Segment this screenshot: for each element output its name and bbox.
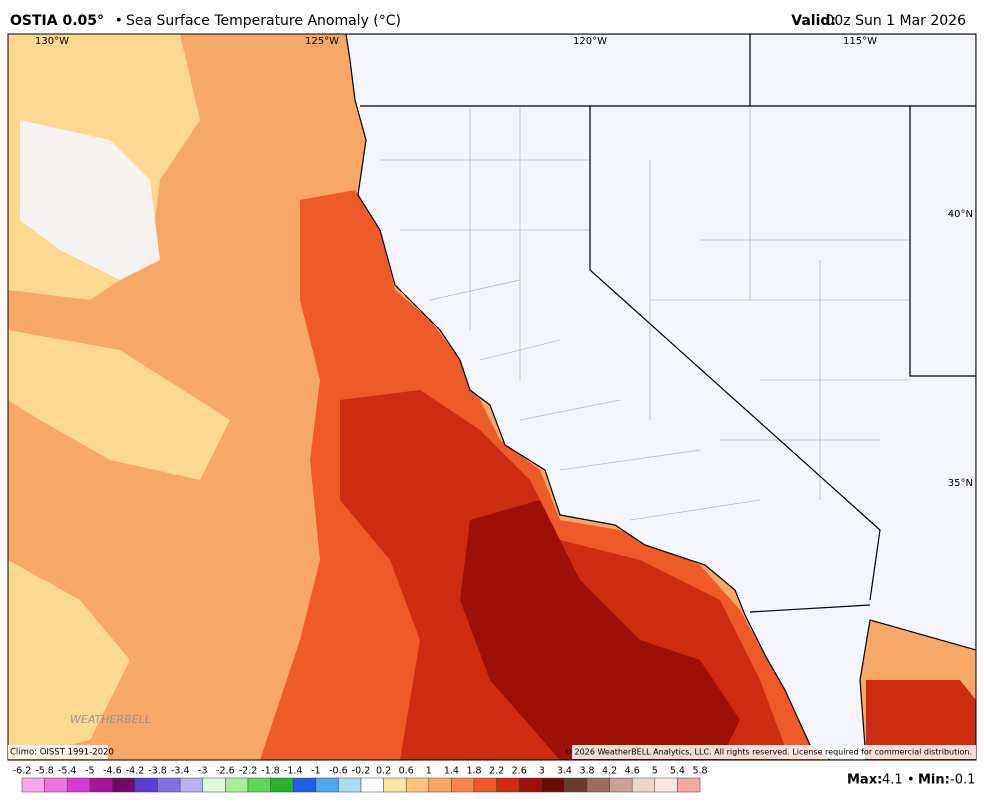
lon-label: 130°W: [35, 36, 69, 47]
copyright: © 2026 WeatherBELL Analytics, LLC. All r…: [564, 748, 972, 757]
product: OSTIA 0.05°: [10, 13, 104, 29]
color-swatch: [134, 777, 158, 793]
state-borders: [360, 34, 976, 613]
colorbar-label: 0.6: [399, 766, 414, 777]
logo: WEATHERBELL: [70, 713, 151, 726]
anomaly-zone: [8, 330, 230, 480]
colorbar-label: -4.2: [126, 766, 145, 777]
lon-label: 125°W: [305, 36, 339, 47]
color-swatch: [383, 777, 407, 793]
color-swatch: [428, 777, 452, 793]
colorbar: -6.2 -5.8 -5.4 -5 -4.6 -4.2 -3.8 -3.4 -3 -2.6 -2.2…: [13, 766, 708, 793]
colorbar-label: -2.6: [216, 766, 235, 777]
color-swatch: [677, 777, 701, 793]
colorbar-label: -1.8: [261, 766, 280, 777]
color-swatch: [89, 777, 113, 793]
stats-separator: •: [907, 773, 915, 788]
color-swatch: [586, 777, 610, 793]
map-labels: 130°W 125°W 120°W 115°W 40°N 35°N: [35, 36, 973, 489]
color-swatch: [270, 777, 294, 793]
colorbar-label: -3.4: [171, 766, 190, 777]
colorbar-label: -1.4: [284, 766, 303, 777]
separator: •: [115, 14, 123, 29]
anomaly-zone: [866, 680, 976, 760]
valid-time: 00z Sun 1 Mar 2026: [825, 13, 966, 29]
color-swatch: [225, 777, 249, 793]
color-swatch: [202, 777, 226, 793]
colorbar-label: -3.8: [148, 766, 167, 777]
color-swatch: [654, 777, 678, 793]
map: WEATHERBELL Climo: OISST 1991-2020 © 202…: [7, 33, 977, 761]
color-swatch: [609, 777, 633, 793]
colorbar-label: -2.2: [239, 766, 258, 777]
color-swatch: [451, 777, 475, 793]
color-swatch: [405, 777, 430, 793]
colorbar-label: -0.2: [352, 766, 371, 777]
color-swatch: [473, 777, 497, 793]
colorbar-label: -0.6: [329, 766, 348, 777]
colorbar-label: -1: [311, 766, 320, 777]
colorbar-label: 3: [539, 766, 545, 777]
max-label: Max:: [847, 773, 882, 788]
colorbar-label: 3.4: [557, 766, 572, 777]
color-swatch: [631, 777, 656, 793]
valid-label: Valid:: [791, 13, 836, 29]
color-swatch: [564, 777, 588, 793]
min-label: Min:: [918, 773, 950, 788]
colorbar-label: -4.6: [103, 766, 122, 777]
lon-label: 115°W: [843, 36, 877, 47]
colorbar-label: 1: [426, 766, 432, 777]
colorbar-label: 1.8: [466, 766, 481, 777]
color-swatch: [338, 777, 362, 793]
max-value: 4.1: [882, 773, 903, 788]
colorbar-label: -3: [198, 766, 207, 777]
colorbar-label: -5: [85, 766, 94, 777]
colorbar-label: 3.8: [579, 766, 594, 777]
colorbar-label: 2.6: [512, 766, 527, 777]
lon-label: 120°W: [573, 36, 607, 47]
color-swatch: [21, 777, 45, 793]
title: Sea Surface Temperature Anomaly (°C): [126, 13, 401, 29]
color-swatch: [179, 777, 204, 793]
color-swatch: [541, 777, 565, 793]
colorbar-label: 1.4: [444, 766, 459, 777]
color-swatch: [518, 777, 543, 793]
anomaly-zone: [8, 560, 130, 760]
colorbar-label: -6.2: [13, 766, 32, 777]
climo-box: [8, 745, 108, 759]
colorbar-label: 2.2: [489, 766, 504, 777]
colorbar-label: 0.2: [376, 766, 391, 777]
color-swatch: [496, 777, 520, 793]
colorbar-label: 4.2: [602, 766, 617, 777]
county-lines: [380, 108, 910, 521]
color-swatch: [247, 777, 271, 793]
colorbar-label: 5.8: [692, 766, 707, 777]
colorbar-label: -5.4: [58, 766, 77, 777]
colorbar-label: -5.8: [35, 766, 54, 777]
colorbar-label: 5.4: [670, 766, 685, 777]
color-swatch: [112, 777, 136, 793]
color-swatch: [315, 777, 339, 793]
colorbar-label: 4.6: [625, 766, 640, 777]
color-swatch: [360, 777, 384, 793]
color-swatch: [44, 777, 68, 793]
climo: Climo: OISST 1991-2020: [10, 748, 114, 758]
colorbar-label: 5: [652, 766, 658, 777]
min-value: -0.1: [950, 773, 975, 788]
color-swatch: [157, 777, 181, 793]
lat-label: 35°N: [948, 478, 973, 489]
copyright-box: [572, 745, 976, 759]
anomaly-zone: [460, 500, 740, 760]
anomaly-zone: [20, 120, 160, 280]
color-swatch: [66, 777, 91, 793]
lat-label: 40°N: [948, 209, 973, 220]
map-frame: [7, 33, 977, 761]
color-swatch: [292, 777, 317, 793]
